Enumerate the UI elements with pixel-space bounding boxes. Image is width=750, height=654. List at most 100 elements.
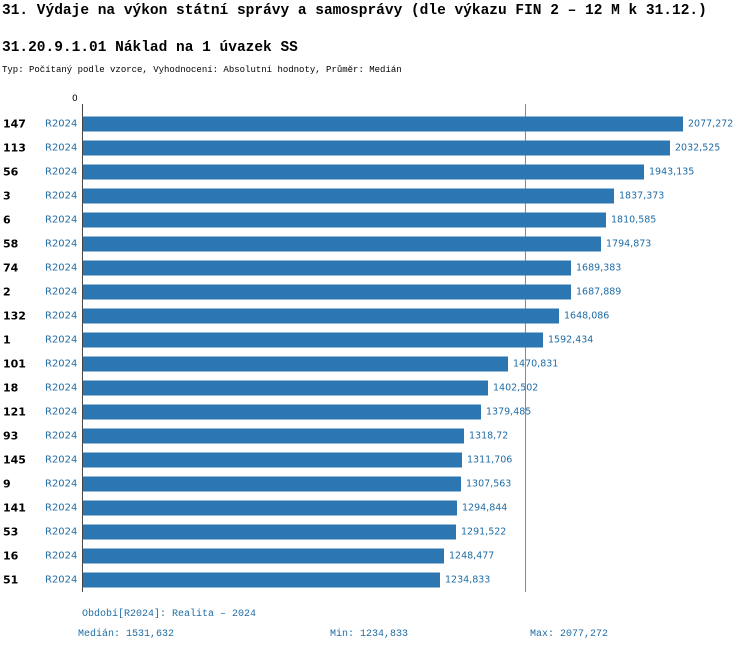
axis-origin-label: 0 xyxy=(72,94,78,104)
bar-chart: 0 147 R2024 2077,272 113 R2024 2032,525 56 R202… xyxy=(0,94,750,594)
value-bar xyxy=(83,212,606,228)
category-label: 6 xyxy=(3,213,11,227)
value-bar xyxy=(83,428,464,444)
chart-row: 6 R2024 1810,585 xyxy=(0,208,750,232)
value-bar xyxy=(83,284,571,300)
series-label: R2024 xyxy=(45,310,78,322)
value-bar xyxy=(83,452,462,468)
chart-row: 132 R2024 1648,086 xyxy=(0,304,750,328)
chart-rows: 147 R2024 2077,272 113 R2024 2032,525 56 R2024 1… xyxy=(0,112,750,592)
indicator-meta: Typ: Počítaný podle vzorce, Vyhodnocení:… xyxy=(2,65,402,75)
category-label: 53 xyxy=(3,525,19,539)
series-label: R2024 xyxy=(45,214,78,226)
y-axis-line xyxy=(82,104,83,592)
category-label: 93 xyxy=(3,429,19,443)
chart-row: 93 R2024 1318,72 xyxy=(0,424,750,448)
value-bar xyxy=(83,356,508,372)
series-label: R2024 xyxy=(45,574,78,586)
value-bar xyxy=(83,404,481,420)
category-label: 121 xyxy=(3,405,26,419)
series-label: R2024 xyxy=(45,526,78,538)
category-label: 113 xyxy=(3,141,26,155)
value-label: 1592,434 xyxy=(548,334,594,346)
value-bar xyxy=(83,332,543,348)
value-bar xyxy=(83,260,571,276)
category-label: 147 xyxy=(3,117,26,131)
series-label: R2024 xyxy=(45,478,78,490)
value-label: 1402,502 xyxy=(493,382,539,394)
chart-row: 101 R2024 1470,831 xyxy=(0,352,750,376)
median-line xyxy=(525,104,526,592)
value-bar xyxy=(83,164,644,180)
category-label: 141 xyxy=(3,501,26,515)
category-label: 2 xyxy=(3,285,11,299)
series-label: R2024 xyxy=(45,502,78,514)
category-label: 145 xyxy=(3,453,26,467)
value-bar xyxy=(83,188,614,204)
chart-row: 74 R2024 1689,383 xyxy=(0,256,750,280)
min-stat: Min: 1234,833 xyxy=(330,629,409,640)
chart-row: 51 R2024 1234,833 xyxy=(0,568,750,592)
chart-row: 141 R2024 1294,844 xyxy=(0,496,750,520)
value-label: 1687,889 xyxy=(576,286,622,298)
value-label: 1837,373 xyxy=(619,190,665,202)
series-label: R2024 xyxy=(45,262,78,274)
value-bar xyxy=(83,572,440,588)
category-label: 56 xyxy=(3,165,19,179)
value-label: 1234,833 xyxy=(445,574,491,586)
category-label: 58 xyxy=(3,237,19,251)
series-label: R2024 xyxy=(45,358,78,370)
value-bar xyxy=(83,524,456,540)
chart-row: 53 R2024 1291,522 xyxy=(0,520,750,544)
chart-row: 145 R2024 1311,706 xyxy=(0,448,750,472)
value-label: 1794,873 xyxy=(606,238,652,250)
category-label: 51 xyxy=(3,573,19,587)
series-label: R2024 xyxy=(45,118,78,130)
value-label: 1470,831 xyxy=(513,358,559,370)
category-label: 74 xyxy=(3,261,19,275)
value-bar xyxy=(83,308,559,324)
series-label: R2024 xyxy=(45,166,78,178)
value-label: 1689,383 xyxy=(576,262,622,274)
category-label: 101 xyxy=(3,357,26,371)
chart-row: 3 R2024 1837,373 xyxy=(0,184,750,208)
chart-row: 113 R2024 2032,525 xyxy=(0,136,750,160)
value-label: 2077,272 xyxy=(688,118,734,130)
chart-row: 147 R2024 2077,272 xyxy=(0,112,750,136)
category-label: 18 xyxy=(3,381,19,395)
value-label: 1311,706 xyxy=(467,454,513,466)
median-stat: Medián: 1531,632 xyxy=(78,629,175,640)
series-label: R2024 xyxy=(45,382,78,394)
chart-row: 56 R2024 1943,135 xyxy=(0,160,750,184)
value-bar xyxy=(83,140,670,156)
series-label: R2024 xyxy=(45,430,78,442)
value-bar xyxy=(83,236,601,252)
category-label: 16 xyxy=(3,549,19,563)
series-label: R2024 xyxy=(45,238,78,250)
chart-row: 1 R2024 1592,434 xyxy=(0,328,750,352)
chart-row: 16 R2024 1248,477 xyxy=(0,544,750,568)
series-label: R2024 xyxy=(45,454,78,466)
chart-row: 18 R2024 1402,502 xyxy=(0,376,750,400)
category-label: 1 xyxy=(3,333,11,347)
category-label: 9 xyxy=(3,477,11,491)
value-label: 1648,086 xyxy=(564,310,610,322)
value-bar xyxy=(83,116,683,132)
series-label: R2024 xyxy=(45,286,78,298)
series-label: R2024 xyxy=(45,190,78,202)
series-label: R2024 xyxy=(45,406,78,418)
value-label: 1318,72 xyxy=(469,430,509,442)
category-label: 132 xyxy=(3,309,26,323)
value-label: 1248,477 xyxy=(449,550,495,562)
value-label: 1307,563 xyxy=(466,478,512,490)
category-label: 3 xyxy=(3,189,11,203)
chart-row: 2 R2024 1687,889 xyxy=(0,280,750,304)
value-bar xyxy=(83,500,457,516)
value-label: 1943,135 xyxy=(649,166,695,178)
value-label: 1379,485 xyxy=(486,406,532,418)
value-label: 2032,525 xyxy=(675,142,721,154)
series-label: R2024 xyxy=(45,142,78,154)
value-label: 1291,522 xyxy=(461,526,507,538)
chart-row: 58 R2024 1794,873 xyxy=(0,232,750,256)
value-bar xyxy=(83,380,488,396)
